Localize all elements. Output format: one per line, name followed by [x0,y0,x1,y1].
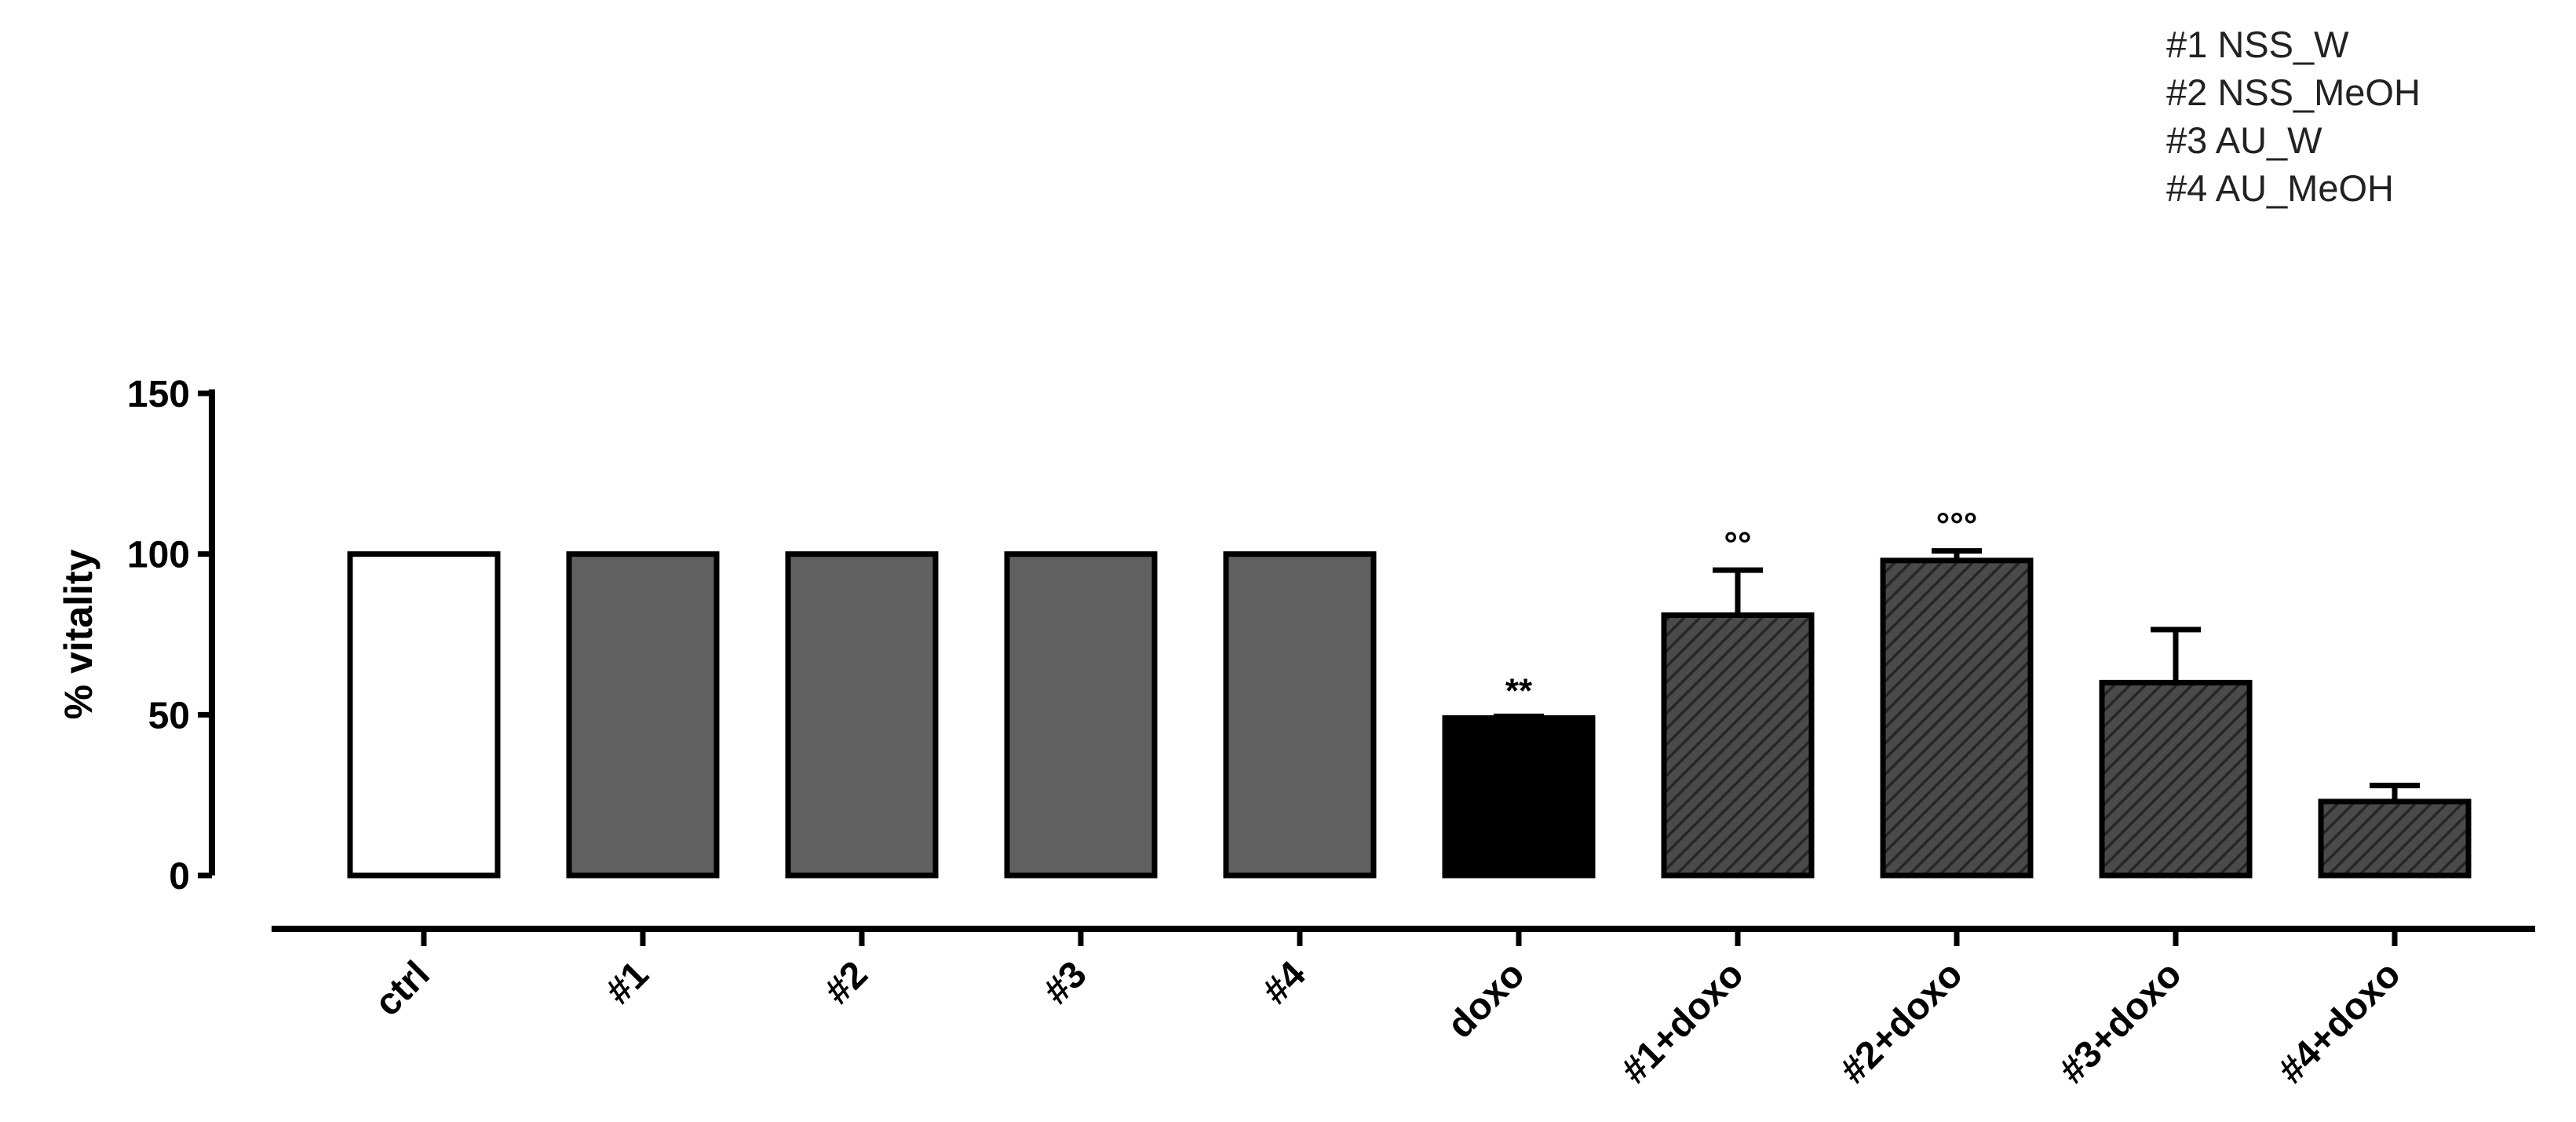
legend: #1 NSS_W #2 NSS_MeOH #3 AU_W #4 AU_MeOH [2166,20,2559,212]
significance-annotation: ** [1505,671,1533,710]
y-tick-label: 0 [169,856,190,897]
bar-doxo [1442,714,1596,879]
x-tick-label: #2 [817,953,876,1012]
x-tick-label: #3 [1036,953,1095,1012]
y-tick-label: 150 [127,374,190,415]
y-axis-label: % vitality [57,549,100,719]
bar-#4 [1223,551,1377,879]
y-tick-label: 100 [127,535,190,576]
x-tick-label: #4 [1255,953,1314,1012]
bar-#4+doxo [2318,799,2472,879]
significance-annotation: °° [1724,525,1751,564]
legend-item: #4 AU_MeOH [2166,167,2394,209]
bar-#3+doxo [2099,679,2253,879]
x-tick-label: #3+doxo [2052,953,2190,1091]
bar-ctrl [347,551,501,879]
x-tick-label: #1+doxo [1614,953,1752,1091]
legend-item: #1 NSS_W [2166,24,2349,65]
x-tick-label: #4+doxo [2271,953,2409,1091]
bar-#1+doxo [1661,612,1815,879]
x-tick-label: ctrl [367,953,437,1024]
y-tick-label: 50 [148,695,190,736]
x-tick-label: #1 [598,953,657,1012]
legend-item: #2 NSS_MeOH [2166,71,2421,113]
x-tick-label: #2+doxo [1833,953,1971,1091]
bar-#3 [1004,551,1158,879]
legend-item: #3 AU_W [2166,119,2322,161]
bar-#1 [566,551,720,879]
significance-annotation: °°° [1936,506,1978,545]
bar-#2 [785,551,939,879]
x-tick-label: doxo [1439,953,1533,1047]
bar-#2+doxo [1880,557,2034,879]
